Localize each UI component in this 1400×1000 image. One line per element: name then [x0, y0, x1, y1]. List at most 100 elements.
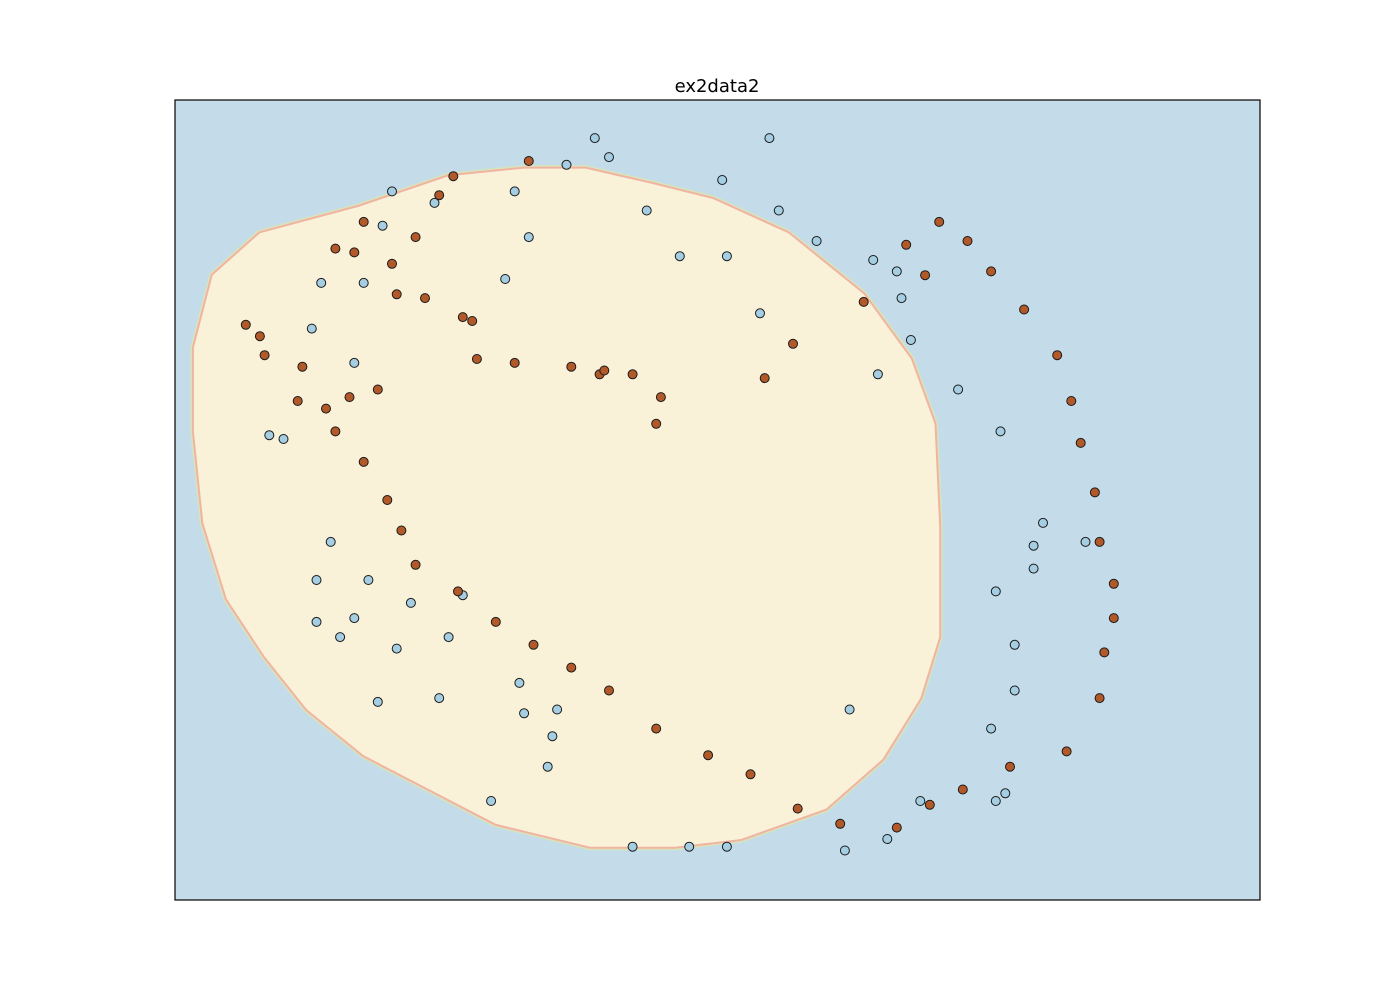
point-class-0 — [316, 277, 327, 288]
point-class-0 — [773, 205, 784, 216]
point-class-1 — [358, 456, 369, 467]
point-class-0 — [868, 255, 879, 265]
point-class-0 — [882, 834, 893, 844]
point-class-0 — [391, 643, 402, 654]
point-class-1 — [934, 216, 945, 227]
point-class-0 — [443, 632, 454, 643]
point-class-1 — [566, 361, 577, 372]
point-class-1 — [858, 296, 869, 307]
point-class-0 — [811, 236, 822, 246]
point-class-1 — [410, 232, 421, 243]
point-class-1 — [745, 769, 756, 780]
point-class-0 — [264, 430, 275, 441]
point-class-0 — [306, 323, 317, 334]
point-class-1 — [330, 243, 341, 254]
point-class-1 — [1052, 350, 1063, 361]
point-class-1 — [920, 270, 931, 281]
decision-region-fill — [193, 168, 940, 847]
point-class-1 — [387, 258, 397, 269]
point-class-1 — [901, 239, 912, 250]
point-class-0 — [387, 186, 397, 197]
point-class-0 — [896, 293, 907, 304]
point-class-0 — [311, 575, 322, 585]
point-class-0 — [953, 384, 964, 395]
point-class-1 — [372, 384, 383, 395]
point-class-0 — [429, 197, 440, 208]
point-class-1 — [434, 190, 445, 201]
point-class-0 — [523, 232, 534, 243]
point-class-1 — [254, 331, 265, 342]
point-class-0 — [721, 841, 732, 852]
point-class-0 — [1038, 517, 1048, 528]
point-class-1 — [566, 662, 577, 673]
point-class-0 — [627, 841, 638, 852]
point-class-1 — [292, 396, 303, 406]
point-class-1 — [759, 373, 770, 384]
point-class-0 — [509, 186, 520, 197]
point-class-0 — [872, 369, 883, 380]
point-class-0 — [542, 761, 553, 772]
point-class-1 — [1061, 746, 1072, 757]
point-class-1 — [788, 338, 798, 349]
point-class-0 — [995, 426, 1006, 437]
point-class-0 — [990, 586, 1001, 597]
point-class-1 — [627, 369, 638, 380]
point-class-0 — [684, 841, 695, 852]
point-class-0 — [358, 277, 369, 288]
plot-frame — [174, 99, 1261, 901]
point-class-1 — [467, 316, 478, 326]
point-class-0 — [986, 723, 997, 734]
point-class-0 — [349, 613, 360, 624]
point-class-0 — [349, 357, 360, 368]
point-class-0 — [405, 597, 416, 608]
point-class-1 — [509, 357, 520, 368]
point-class-1 — [651, 418, 662, 429]
point-class-1 — [962, 236, 973, 246]
point-class-0 — [721, 251, 732, 262]
point-class-1 — [391, 289, 402, 300]
point-class-0 — [891, 266, 902, 277]
point-class-1 — [396, 525, 407, 536]
point-class-1 — [924, 799, 935, 810]
point-class-0 — [844, 704, 855, 715]
point-class-1 — [1094, 693, 1105, 704]
point-class-1 — [792, 803, 803, 814]
point-class-1 — [344, 392, 355, 403]
point-class-0 — [514, 677, 525, 688]
point-class-1 — [448, 171, 459, 182]
point-class-0 — [589, 133, 600, 144]
point-class-1 — [651, 723, 662, 734]
point-class-1 — [528, 639, 539, 650]
point-class-0 — [372, 696, 383, 707]
point-class-1 — [523, 156, 534, 166]
point-class-1 — [1094, 536, 1105, 547]
point-class-1 — [330, 426, 341, 437]
point-class-1 — [382, 495, 393, 505]
point-class-0 — [434, 693, 445, 704]
point-class-0 — [1009, 639, 1020, 650]
point-class-1 — [1089, 487, 1100, 498]
point-class-0 — [561, 159, 572, 170]
point-class-1 — [599, 365, 610, 376]
point-class-1 — [453, 586, 463, 597]
point-class-0 — [839, 845, 850, 856]
point-class-1 — [835, 818, 846, 829]
point-class-0 — [552, 704, 563, 715]
point-class-1 — [1005, 761, 1015, 772]
point-class-0 — [335, 632, 346, 643]
point-class-1 — [349, 247, 360, 258]
point-class-1 — [358, 216, 369, 227]
point-class-0 — [717, 175, 728, 185]
point-class-1 — [1108, 578, 1119, 589]
point-class-0 — [325, 536, 336, 547]
point-class-1 — [1075, 437, 1086, 448]
point-class-1 — [471, 354, 482, 364]
point-class-0 — [764, 133, 775, 144]
point-class-1 — [321, 403, 331, 414]
point-class-0 — [311, 616, 322, 627]
point-class-0 — [500, 274, 511, 284]
point-class-0 — [755, 308, 765, 319]
point-class-1 — [1066, 396, 1077, 406]
point-class-1 — [986, 266, 997, 277]
